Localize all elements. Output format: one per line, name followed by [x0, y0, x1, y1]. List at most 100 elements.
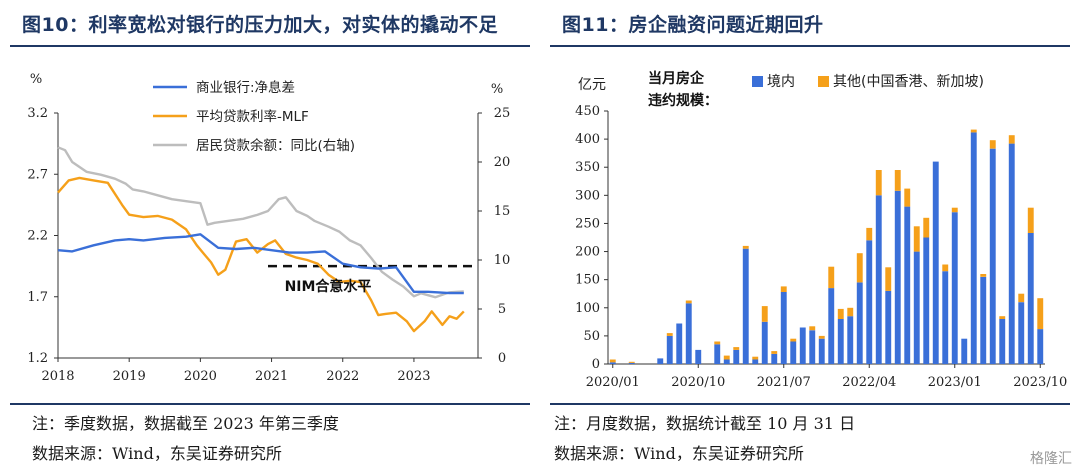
- bar-other: [809, 326, 816, 331]
- bar-domestic: [657, 358, 664, 364]
- bar-other: [951, 207, 958, 213]
- bar-other: [885, 267, 892, 291]
- bar-other: [723, 355, 730, 360]
- bar-domestic: [999, 319, 1006, 364]
- left-bottom-rule: [10, 403, 530, 405]
- bar-domestic: [1018, 302, 1025, 364]
- left-source: 数据来源：Wind，东吴证券研究所: [32, 444, 282, 463]
- bar-domestic: [742, 248, 749, 364]
- y-tick-label: 50: [583, 329, 600, 344]
- bar-domestic: [923, 237, 930, 364]
- bar-other: [828, 266, 835, 289]
- bar-other: [1018, 293, 1025, 303]
- x-tick-label: 2019: [113, 369, 146, 384]
- bar-domestic: [733, 349, 740, 364]
- bar-domestic: [780, 292, 787, 364]
- bar-domestic: [799, 327, 806, 364]
- legend-label-0: 商业银行:净息差: [196, 79, 295, 96]
- bar-other: [989, 140, 996, 149]
- right-bar-chart: 亿元 当月房企 违约规模： 450 400 350 300 250 200 150 100 50…: [575, 70, 1067, 390]
- legend-label-1: 其他(中国香港、新加坡): [833, 74, 984, 90]
- bar-other: [733, 347, 740, 350]
- x-tick-label: 2020/01: [586, 375, 640, 390]
- bar-other: [628, 361, 635, 363]
- left-y-tick-label: 2.2: [27, 229, 48, 244]
- x-tick-label: 2021/07: [757, 375, 811, 390]
- bar-other: [1037, 298, 1044, 330]
- bar-domestic: [828, 288, 835, 364]
- bar-other: [790, 338, 797, 342]
- bar-domestic: [695, 349, 702, 364]
- x-tick-label: 2023/01: [928, 375, 982, 390]
- bar-domestic: [790, 341, 797, 364]
- bar-domestic: [875, 195, 882, 364]
- bar-domestic: [932, 161, 939, 364]
- bar-domestic: [666, 335, 673, 364]
- bar-domestic: [609, 362, 616, 364]
- bar-domestic: [771, 353, 778, 364]
- bar-other: [942, 264, 949, 272]
- nim-annotation: NIM合意水平: [285, 278, 372, 295]
- y-tick-label: 0: [592, 357, 600, 372]
- y-tick-label: 450: [575, 104, 600, 119]
- bar-domestic: [856, 282, 863, 364]
- bar-domestic: [989, 148, 996, 364]
- bar-other: [761, 306, 768, 322]
- right-y-tick-label: 0: [498, 351, 506, 366]
- left-note: 注：季度数据，数据截至 2023 年第三季度: [32, 414, 339, 433]
- right-y-tick-label: 15: [494, 204, 511, 219]
- left-y-tick-label: 1.2: [27, 351, 48, 366]
- bar-other: [609, 359, 616, 363]
- bar-domestic: [904, 206, 911, 364]
- right-y-tick-label: 5: [498, 302, 506, 317]
- series-line-2: [57, 146, 464, 299]
- bar-other: [742, 245, 749, 249]
- bar-domestic: [685, 303, 692, 364]
- bar-other: [771, 351, 778, 354]
- bar-other: [685, 300, 692, 304]
- bar-domestic: [951, 212, 958, 364]
- bar-domestic: [1027, 233, 1034, 364]
- x-tick-label: 2023/10: [1013, 375, 1067, 390]
- bar-domestic: [970, 132, 977, 364]
- x-tick-label: 2020: [184, 369, 217, 384]
- bar-other: [837, 308, 844, 319]
- legend-title-line1: 当月房企: [648, 70, 705, 87]
- legend-swatch-0: [752, 76, 763, 87]
- bar-domestic: [885, 290, 892, 364]
- left-figure-panel: 图10：利率宽松对银行的压力加大，对实体的撬动不足 % % 3.2 2.7 2.2 1…: [10, 14, 530, 463]
- right-figure-panel: 图11：房企融资问题近期回升 亿元 当月房企 违约规模： 450 400 350 30…: [540, 0, 1080, 476]
- y-tick-label: 150: [575, 273, 600, 288]
- bar-domestic: [761, 321, 768, 364]
- legend-label-2: 居民贷款余额：同比(右轴): [196, 137, 355, 154]
- left-figure-title: 图10：利率宽松对银行的压力加大，对实体的撬动不足: [22, 14, 498, 36]
- left-y-tick-label: 1.7: [27, 290, 48, 305]
- right-top-rule: [550, 45, 1070, 47]
- right-source: 数据来源：Wind，东吴证券研究所: [554, 444, 804, 463]
- bar-domestic: [961, 338, 968, 364]
- y-tick-label: 250: [575, 216, 600, 231]
- y-tick-label: 400: [575, 132, 600, 147]
- bar-other: [818, 335, 825, 339]
- series-line-0: [57, 233, 464, 295]
- y-axis-unit: 亿元: [578, 77, 606, 93]
- legend-title-line2: 违约规模：: [648, 92, 718, 109]
- bar-other: [856, 253, 863, 283]
- bar-domestic: [676, 323, 683, 364]
- x-tick-label: 2020/10: [671, 375, 725, 390]
- bar-other: [970, 129, 977, 133]
- right-figure-title: 图11：房企融资问题近期回升: [562, 14, 824, 36]
- series-line-1: [57, 176, 465, 333]
- bar-other: [913, 226, 920, 252]
- watermark-logo: 格隆汇: [1030, 451, 1072, 467]
- right-bottom-rule: [550, 403, 1070, 405]
- bar-other: [923, 217, 930, 238]
- y-tick-label: 200: [575, 245, 600, 260]
- bar-domestic: [980, 276, 987, 364]
- x-tick-label: 2023: [397, 369, 430, 384]
- x-tick-label: 2021: [255, 369, 288, 384]
- left-axis-unit: %: [30, 72, 42, 87]
- left-top-rule: [10, 45, 530, 47]
- y-tick-label: 100: [575, 301, 600, 316]
- left-y-tick-label: 3.2: [27, 106, 48, 121]
